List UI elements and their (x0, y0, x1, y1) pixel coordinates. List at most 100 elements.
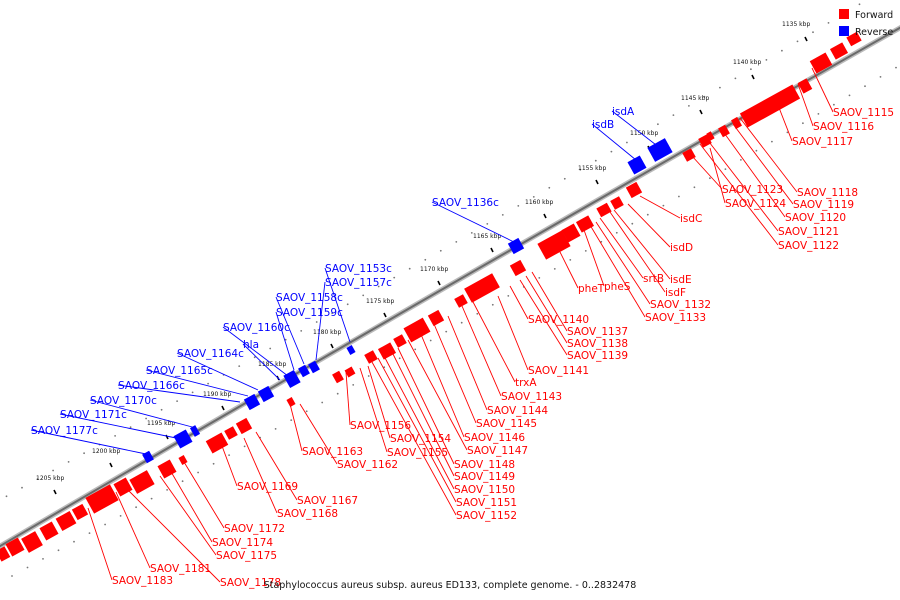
gene-label-saov-1177c[interactable]: SAOV_1177c (31, 425, 98, 437)
gene-label-saov-1158c[interactable]: SAOV_1158c (276, 292, 343, 304)
gene-label-saov-1140[interactable]: SAOV_1140 (528, 314, 589, 326)
gene-label-saov-1170c[interactable]: SAOV_1170c (90, 395, 157, 407)
gene-label-isdc[interactable]: isdC (680, 213, 702, 225)
gene-feature[interactable] (706, 131, 715, 141)
gene-feature[interactable] (235, 417, 253, 435)
gene-label-saov-1165c[interactable]: SAOV_1165c (146, 365, 213, 377)
gene-label-saov-1181[interactable]: SAOV_1181 (150, 563, 211, 575)
gene-label-saov-1154[interactable]: SAOV_1154 (390, 433, 451, 445)
gene-label-saov-1157c[interactable]: SAOV_1157c (325, 277, 392, 289)
gene-label-saov-1133[interactable]: SAOV_1133 (645, 312, 706, 324)
gene-feature[interactable] (346, 345, 356, 355)
gene-label-saov-1123[interactable]: SAOV_1123 (722, 184, 783, 196)
gene-label-trxa[interactable]: trxA (515, 377, 537, 389)
gene-feature[interactable] (682, 148, 696, 162)
gene-feature[interactable] (625, 181, 643, 199)
gene-feature[interactable] (298, 364, 310, 378)
gene-feature[interactable] (718, 124, 730, 138)
gene-label-saov-1118[interactable]: SAOV_1118 (797, 187, 858, 199)
gene-label-saov-1121[interactable]: SAOV_1121 (778, 226, 839, 238)
gene-feature[interactable] (596, 202, 612, 218)
gene-label-saov-1168[interactable]: SAOV_1168 (277, 508, 338, 520)
gene-feature[interactable] (129, 470, 155, 494)
gene-label-saov-1159c[interactable]: SAOV_1159c (276, 307, 343, 319)
gene-feature[interactable] (377, 342, 397, 360)
gene-label-saov-1119[interactable]: SAOV_1119 (793, 199, 854, 211)
gene-feature[interactable] (332, 370, 344, 384)
gene-feature[interactable] (797, 78, 813, 94)
gene-label-saov-1137[interactable]: SAOV_1137 (567, 326, 628, 338)
gene-feature[interactable] (224, 426, 238, 440)
gene-feature[interactable] (829, 42, 849, 60)
gene-label-saov-1163[interactable]: SAOV_1163 (302, 446, 363, 458)
gene-label-saov-1152[interactable]: SAOV_1152 (456, 510, 517, 522)
gene-label-saov-1146[interactable]: SAOV_1146 (464, 432, 525, 444)
gene-feature[interactable] (257, 385, 275, 403)
gene-label-isdf[interactable]: isdF (665, 287, 686, 299)
gene-feature[interactable] (575, 215, 595, 233)
gene-feature[interactable] (113, 477, 133, 497)
gene-label-saov-1120[interactable]: SAOV_1120 (785, 212, 846, 224)
gene-feature[interactable] (178, 455, 188, 465)
gene-feature[interactable] (85, 484, 119, 514)
gene-feature[interactable] (344, 366, 356, 378)
gene-label-saov-1153c[interactable]: SAOV_1153c (325, 263, 392, 275)
gene-feature[interactable] (308, 360, 320, 374)
gene-feature[interactable] (189, 425, 201, 437)
gene-label-saov-1155[interactable]: SAOV_1155 (387, 447, 448, 459)
gene-feature[interactable] (403, 317, 431, 343)
gene-feature[interactable] (537, 230, 571, 260)
gene-label-saov-1145[interactable]: SAOV_1145 (476, 418, 537, 430)
gene-label-saov-1124[interactable]: SAOV_1124 (725, 198, 786, 210)
gene-label-phet[interactable]: pheT (578, 283, 605, 295)
legend-item-reverse[interactable]: Reverse (839, 26, 893, 38)
gene-label-saov-1160c[interactable]: SAOV_1160c (223, 322, 290, 334)
gene-label-saov-1132[interactable]: SAOV_1132 (650, 299, 711, 311)
gene-feature[interactable] (393, 334, 407, 348)
gene-label-saov-1138[interactable]: SAOV_1138 (567, 338, 628, 350)
gene-label-saov-1151[interactable]: SAOV_1151 (456, 497, 517, 509)
gene-feature[interactable] (157, 459, 177, 479)
gene-label-saov-1139[interactable]: SAOV_1139 (567, 350, 628, 362)
gene-label-saov-1150[interactable]: SAOV_1150 (454, 484, 515, 496)
gene-feature[interactable] (846, 31, 862, 47)
gene-label-saov-1169[interactable]: SAOV_1169 (237, 481, 298, 493)
gene-label-isdd[interactable]: isdD (670, 242, 693, 254)
gene-feature[interactable] (647, 138, 673, 162)
gene-label-saov-1183[interactable]: SAOV_1183 (112, 575, 173, 587)
gene-label-saov-1164c[interactable]: SAOV_1164c (177, 348, 244, 360)
gene-feature[interactable] (0, 546, 11, 562)
gene-label-phes[interactable]: pheS (604, 281, 631, 293)
gene-feature[interactable] (283, 369, 301, 389)
gene-feature[interactable] (5, 537, 25, 557)
gene-feature[interactable] (627, 155, 647, 175)
gene-feature[interactable] (21, 531, 43, 553)
gene-feature[interactable] (71, 503, 89, 521)
gene-feature[interactable] (173, 429, 193, 449)
gene-label-saov-1178[interactable]: SAOV_1178 (220, 577, 281, 589)
gene-label-saov-1122[interactable]: SAOV_1122 (778, 240, 839, 252)
gene-label-saov-1162[interactable]: SAOV_1162 (337, 459, 398, 471)
gene-feature[interactable] (454, 294, 468, 308)
gene-feature[interactable] (698, 134, 712, 148)
gene-feature[interactable] (364, 350, 378, 364)
gene-label-saov-1117[interactable]: SAOV_1117 (792, 136, 853, 148)
gene-feature[interactable] (427, 309, 445, 327)
gene-feature[interactable] (39, 521, 59, 541)
gene-label-saov-1141[interactable]: SAOV_1141 (528, 365, 589, 377)
gene-feature[interactable] (561, 223, 581, 243)
gene-label-saov-1156[interactable]: SAOV_1156 (350, 420, 411, 432)
gene-feature[interactable] (205, 432, 229, 454)
legend-item-forward[interactable]: Forward (839, 9, 893, 21)
gene-feature[interactable] (243, 393, 261, 411)
gene-label-saov-1174[interactable]: SAOV_1174 (212, 537, 273, 549)
gene-feature[interactable] (142, 450, 154, 464)
gene-label-saov-1144[interactable]: SAOV_1144 (487, 405, 548, 417)
gene-feature[interactable] (509, 259, 527, 277)
gene-label-saov-1149[interactable]: SAOV_1149 (454, 471, 515, 483)
gene-label-saov-1115[interactable]: SAOV_1115 (833, 107, 894, 119)
gene-label-saov-1143[interactable]: SAOV_1143 (501, 391, 562, 403)
gene-label-saov-1136c[interactable]: SAOV_1136c (432, 197, 499, 209)
gene-label-saov-1175[interactable]: SAOV_1175 (216, 550, 277, 562)
